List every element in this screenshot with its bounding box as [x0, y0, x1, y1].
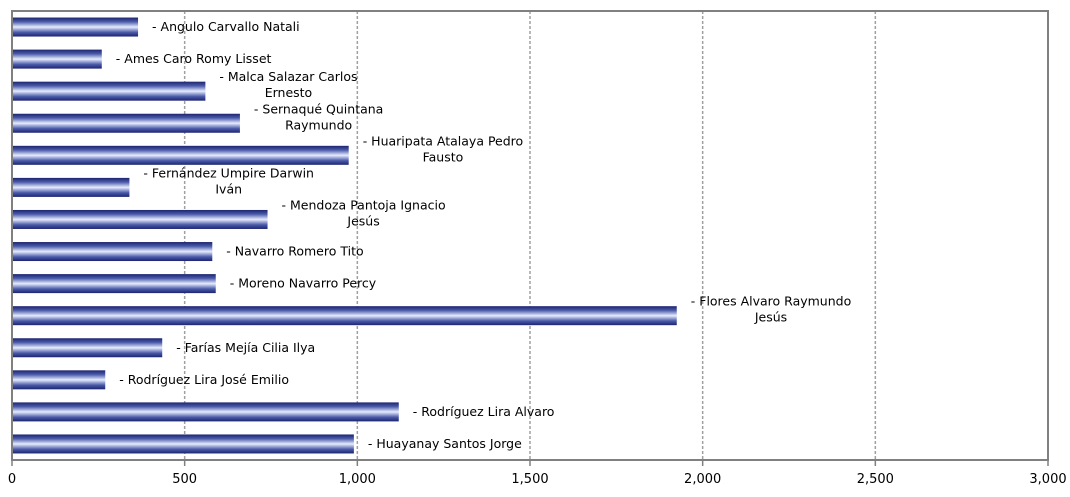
bar	[12, 242, 213, 262]
bar	[12, 402, 399, 422]
bar	[12, 177, 130, 197]
bar-label: - Navarro Romero Tito	[226, 244, 363, 259]
bar-labels: - Angulo Carvallo Natali - Ames Caro Romy…	[116, 19, 851, 451]
bar-label: - Malca Salazar Carlos Ernesto	[219, 69, 357, 100]
bar	[12, 306, 677, 326]
bar	[12, 17, 139, 37]
bar-label: - Mendoza Pantoja Ignacio Jesús	[282, 197, 446, 228]
bar-label: - Huayanay Santos Jorge	[368, 436, 522, 451]
x-axis: 0 500 1,000 1,500 2,000 2,500 3,000	[8, 460, 1067, 487]
x-tick-label: 500	[172, 472, 197, 487]
bar-label: - Fernández Umpire Darwin Iván	[143, 165, 314, 196]
bar	[12, 113, 240, 133]
bar-label: - Flores Alvaro Raymundo Jesús	[691, 294, 851, 325]
bar	[12, 81, 206, 101]
bar	[12, 338, 163, 358]
x-tick-label: 3,000	[1029, 472, 1066, 487]
bar-label: - Rodríguez Lira Alvaro	[413, 404, 555, 419]
x-tick-label: 1,500	[511, 472, 548, 487]
bar-label: - Farías Mejía Cilia Ilya	[176, 340, 315, 355]
bar	[12, 145, 349, 165]
bar-label: - Ames Caro Romy Lisset	[116, 51, 272, 66]
bar	[12, 370, 106, 390]
bar-label: - Moreno Navarro Percy	[230, 276, 377, 291]
bar	[12, 209, 268, 229]
x-tick-label: 2,000	[684, 472, 721, 487]
x-tick-label: 0	[8, 472, 16, 487]
bar	[12, 274, 216, 294]
bar-label: - Angulo Carvallo Natali	[152, 19, 300, 34]
bars	[12, 17, 677, 454]
bar-label: - Rodríguez Lira José Emilio	[119, 372, 289, 387]
x-tick-label: 2,500	[857, 472, 894, 487]
bar	[12, 434, 354, 454]
bar-label: - Sernaqué Quintana Raymundo	[254, 101, 383, 132]
bar	[12, 49, 102, 69]
x-tick-label: 1,000	[339, 472, 376, 487]
bar-label: - Huaripata Atalaya Pedro Fausto	[363, 133, 524, 164]
